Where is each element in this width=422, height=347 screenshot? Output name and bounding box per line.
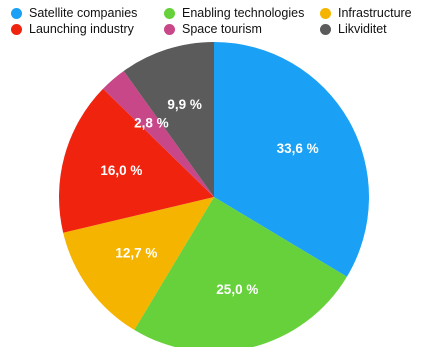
legend-swatch bbox=[11, 23, 22, 35]
legend-item-launching-industry: Launching industry bbox=[11, 22, 134, 36]
legend-item-space-tourism: Space tourism bbox=[164, 22, 262, 36]
pie-slice-space-tourism bbox=[103, 71, 214, 197]
slice-value-label: 2,8 % bbox=[134, 116, 169, 131]
legend-item-infrastructure: Infrastructure bbox=[320, 6, 412, 20]
pie-slice-infrastructure bbox=[63, 197, 214, 330]
slice-value-label: 9,9 % bbox=[167, 97, 202, 112]
slice-value-label: 12,7 % bbox=[115, 245, 157, 260]
legend-label: Enabling technologies bbox=[182, 6, 305, 20]
legend-item-enabling-technologies: Enabling technologies bbox=[164, 6, 304, 20]
chart-legend: Satellite companies Enabling technologie… bbox=[0, 0, 422, 44]
legend-item-likviditet: Likviditet bbox=[320, 22, 387, 36]
pie-slice-enabling-technologies bbox=[134, 197, 347, 347]
legend-label: Launching industry bbox=[29, 22, 134, 36]
legend-label: Satellite companies bbox=[29, 6, 138, 20]
legend-swatch bbox=[320, 7, 331, 19]
legend-swatch bbox=[11, 7, 22, 19]
slice-value-label: 33,6 % bbox=[277, 141, 319, 156]
legend-swatch bbox=[320, 23, 331, 35]
pie-slice-launching-industry bbox=[59, 88, 215, 233]
legend-swatch bbox=[164, 23, 175, 35]
legend-label: Infrastructure bbox=[338, 6, 412, 20]
slice-value-label: 16,0 % bbox=[100, 163, 142, 178]
legend-swatch bbox=[164, 7, 175, 19]
legend-item-satellite-companies: Satellite companies bbox=[11, 6, 137, 20]
slice-value-label: 25,0 % bbox=[216, 282, 258, 297]
pie-slice-likviditet bbox=[123, 42, 214, 197]
legend-label: Likviditet bbox=[338, 22, 387, 36]
pie-slice-satellite-companies bbox=[214, 42, 370, 277]
legend-label: Space tourism bbox=[182, 22, 262, 36]
